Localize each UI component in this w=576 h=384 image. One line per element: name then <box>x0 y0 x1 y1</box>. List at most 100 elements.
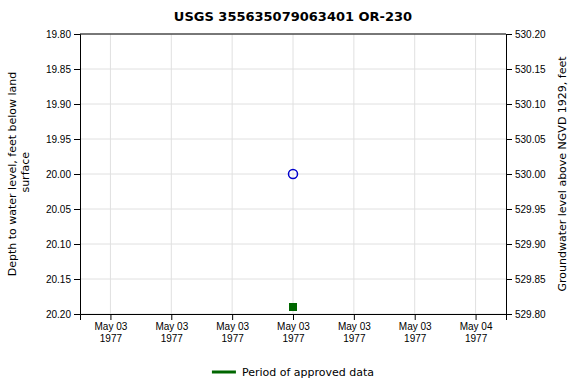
y-tick: 20.00 <box>46 169 80 180</box>
y-grid-line <box>80 34 506 35</box>
chart-container: May 031977May 031977May 031977May 031977… <box>0 0 576 384</box>
y-tick-label: 20.20 <box>46 309 71 320</box>
x-tick-label-line: May 03 <box>155 321 188 332</box>
x-tick-mark <box>232 314 233 320</box>
plot-frame-top <box>80 34 506 35</box>
x-tick-mark <box>415 314 416 320</box>
y2-tick: 529.90 <box>506 239 546 250</box>
x-tick-label: May 031977 <box>338 321 371 344</box>
x-tick-label-line: May 03 <box>277 321 310 332</box>
legend-item: Period of approved data <box>212 366 374 379</box>
y2-tick-label: 529.95 <box>515 204 546 215</box>
x-grid-line <box>110 34 111 314</box>
y2-tick-label: 530.05 <box>515 134 546 145</box>
y-axis-title: Depth to water level, feet below land su… <box>6 72 32 277</box>
x-tick-label: May 031977 <box>155 321 188 344</box>
square-point <box>290 304 297 311</box>
y-tick: 19.95 <box>46 134 80 145</box>
y2-tick-label: 530.00 <box>515 169 546 180</box>
y-tick-mark <box>74 314 80 315</box>
y2-axis: 530.20530.15530.10530.05530.00529.95529.… <box>506 29 546 320</box>
x-tick: May 031977 <box>338 314 371 344</box>
x-tick-label-line: May 03 <box>216 321 249 332</box>
y2-axis-line <box>507 35 513 315</box>
y-tick-label: 19.90 <box>46 99 71 110</box>
x-tick-label-line: May 03 <box>399 321 432 332</box>
plot-area: May 031977May 031977May 031977May 031977… <box>6 29 569 344</box>
y-tick: 20.20 <box>46 309 80 320</box>
y-tick: 20.15 <box>46 274 80 285</box>
y2-tick-mark <box>506 279 512 280</box>
legend-swatch <box>212 371 236 374</box>
y-tick-label: 20.00 <box>46 169 71 180</box>
y2-tick-mark <box>506 104 512 105</box>
x-axis-line <box>81 315 507 321</box>
y2-tick-mark <box>506 34 512 35</box>
x-tick: May 031977 <box>277 314 310 344</box>
y-tick-label: 19.80 <box>46 29 71 40</box>
y2-tick: 529.95 <box>506 204 546 215</box>
x-tick: May 031977 <box>399 314 432 344</box>
legend-label: Period of approved data <box>242 366 374 379</box>
y-tick-mark <box>74 104 80 105</box>
x-tick-mark <box>110 314 111 320</box>
y2-axis-title: Groundwater level above NGVD 1929, feet <box>556 56 569 292</box>
x-tick-label-line: 1977 <box>161 333 184 344</box>
y-axis-line <box>74 35 81 315</box>
y2-tick-mark <box>506 314 512 315</box>
series-0 <box>289 170 298 179</box>
y-tick-label: 19.95 <box>46 134 71 145</box>
x-tick-label-line: 1977 <box>282 333 305 344</box>
y2-tick-mark <box>506 69 512 70</box>
x-tick-label-line: 1977 <box>465 333 488 344</box>
x-grid-line <box>232 34 233 314</box>
y-tick-mark <box>74 279 80 280</box>
y-tick-mark <box>74 69 80 70</box>
y2-tick-label: 529.90 <box>515 239 546 250</box>
y-tick-label: 20.15 <box>46 274 71 285</box>
x-tick: May 041977 <box>460 314 493 344</box>
y-tick-label: 20.10 <box>46 239 71 250</box>
y2-tick-mark <box>506 244 512 245</box>
y2-tick-mark <box>506 209 512 210</box>
legend: Period of approved data <box>212 366 374 379</box>
x-grid-line <box>475 34 476 314</box>
y2-tick-label: 529.80 <box>515 309 546 320</box>
x-tick-label-line: May 03 <box>338 321 371 332</box>
y-axis-title-line: Depth to water level, feet below land <box>6 72 19 277</box>
x-tick-label-line: 1977 <box>222 333 245 344</box>
x-tick-mark <box>354 314 355 320</box>
y2-tick: 529.80 <box>506 309 546 320</box>
y-tick: 19.90 <box>46 99 80 110</box>
chart-title: USGS 355635079063401 OR-230 <box>174 9 412 24</box>
y-tick: 20.05 <box>46 204 80 215</box>
y2-tick-label: 530.10 <box>515 99 546 110</box>
y2-tick: 529.85 <box>506 274 546 285</box>
y2-tick-label: 529.85 <box>515 274 546 285</box>
y2-tick-mark <box>506 174 512 175</box>
x-grid-line <box>414 34 415 314</box>
y-tick: 19.80 <box>46 29 80 40</box>
x-tick-label-line: 1977 <box>404 333 427 344</box>
x-tick-mark <box>476 314 477 320</box>
x-axis: May 031977May 031977May 031977May 031977… <box>81 314 507 344</box>
y2-tick: 530.20 <box>506 29 546 40</box>
x-tick-label: May 031977 <box>277 321 310 344</box>
x-tick-mark <box>171 314 172 320</box>
open-circle-point <box>289 170 298 179</box>
x-tick-label-line: May 03 <box>95 321 128 332</box>
x-tick-label: May 041977 <box>460 321 493 344</box>
x-tick-label-line: May 04 <box>460 321 493 332</box>
grid <box>80 34 506 314</box>
y2-tick: 530.00 <box>506 169 546 180</box>
y-tick-mark <box>74 174 80 175</box>
x-tick: May 031977 <box>155 314 188 344</box>
x-grid-line <box>353 34 354 314</box>
y2-tick: 530.10 <box>506 99 546 110</box>
x-grid-line <box>171 34 172 314</box>
x-tick-label: May 031977 <box>216 321 249 344</box>
y-tick: 19.85 <box>46 64 80 75</box>
y2-tick-label: 530.20 <box>515 29 546 40</box>
x-tick-mark <box>293 314 294 320</box>
y2-tick-mark <box>506 139 512 140</box>
